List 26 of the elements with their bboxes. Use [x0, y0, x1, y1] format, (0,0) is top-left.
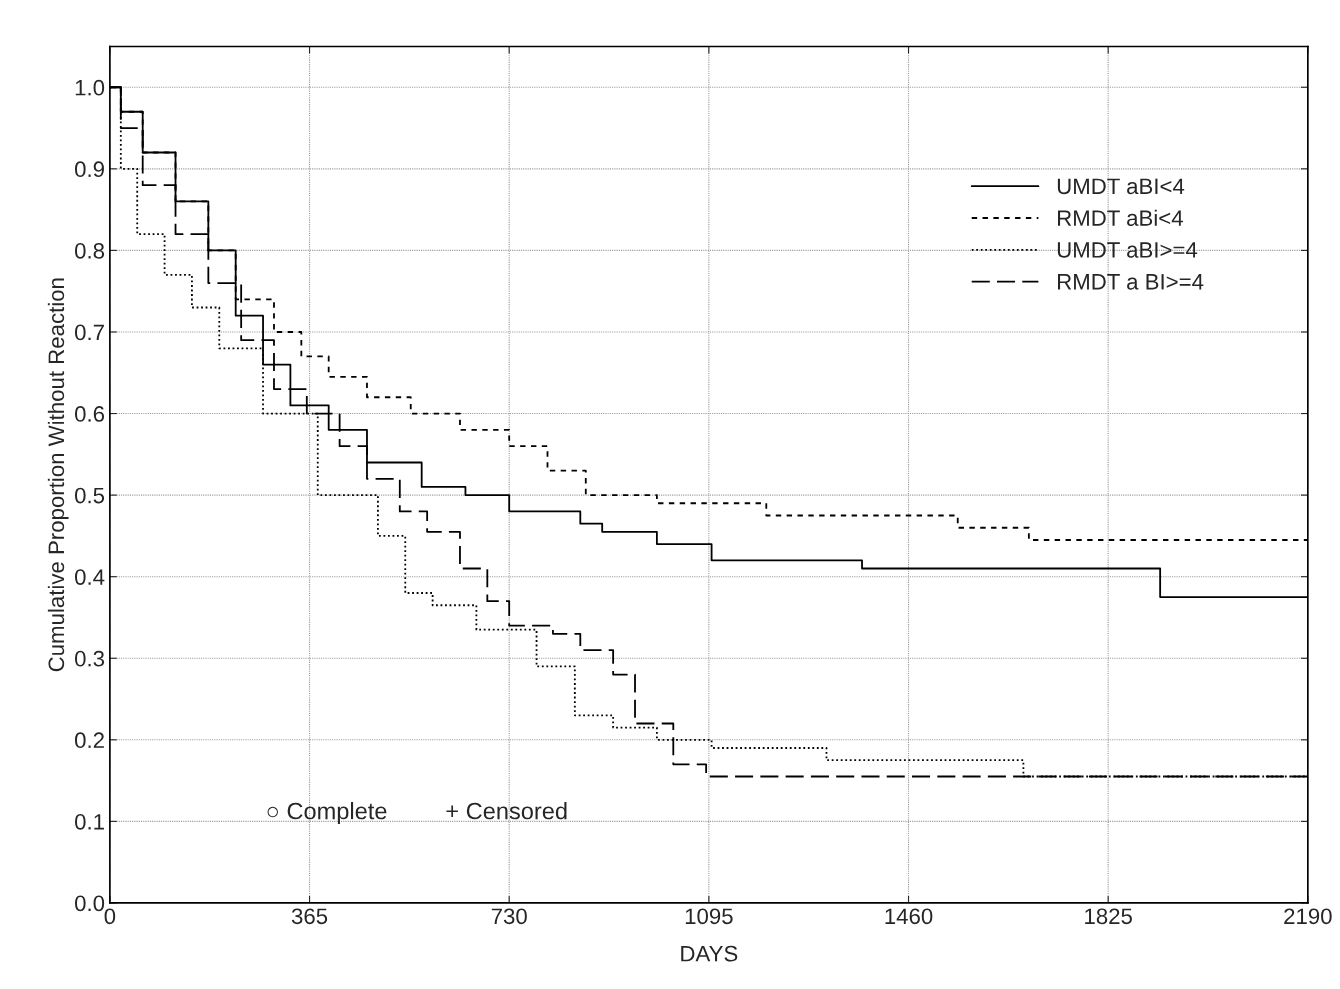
legend-label: RMDT a BI>=4 — [1058, 274, 1204, 290]
x-tick-label: 1460 — [885, 908, 933, 925]
y-tick-label: 0.1 — [75, 813, 104, 830]
y-tick-label: 0.9 — [75, 161, 104, 178]
x-tick-label: 730 — [491, 908, 527, 925]
y-tick-label: 0.5 — [75, 487, 105, 504]
y-tick-label: 0.8 — [75, 242, 105, 259]
legend-label: UMDT aBI<4 — [1057, 178, 1185, 195]
y-tick-label: 0.3 — [75, 650, 105, 667]
y-tick-label: 1.0 — [75, 79, 105, 96]
x-tick-label: 2190 — [1284, 908, 1332, 925]
annotation: + Censored — [446, 802, 567, 820]
y-tick-label: 0.6 — [75, 406, 105, 422]
annotation: ○ Complete — [267, 802, 387, 825]
y-tick-label: 0.0 — [75, 895, 105, 912]
x-tick-label: 1095 — [685, 908, 733, 925]
legend-label: RMDT aBi<4 — [1058, 209, 1183, 226]
y-tick-label: 0.7 — [75, 324, 104, 341]
x-tick-label: 1825 — [1085, 908, 1132, 925]
y-axis-title: Cumulative Proportion Without Reaction — [47, 278, 69, 672]
x-axis-title: DAYS — [681, 945, 738, 962]
x-tick-label: 365 — [291, 908, 328, 925]
y-tick-label: 0.2 — [75, 732, 104, 749]
legend-label: UMDT aBI>=4 — [1057, 242, 1198, 258]
x-tick-label: 0 — [104, 908, 116, 925]
y-tick-label: 0.4 — [75, 569, 105, 585]
